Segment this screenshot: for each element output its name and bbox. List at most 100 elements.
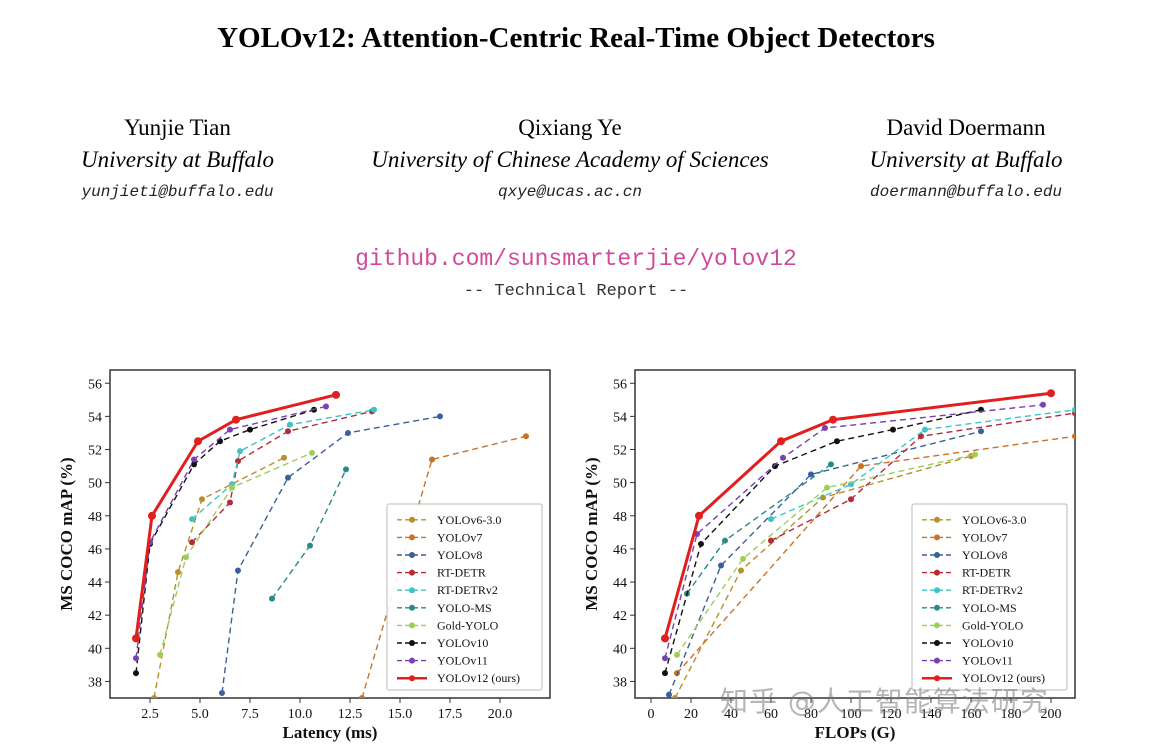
x-tick-label: 10.0 <box>288 707 313 722</box>
legend-label: YOLOv10 <box>437 636 488 650</box>
x-tick-label: 80 <box>804 707 818 722</box>
x-tick-label: 20 <box>684 707 698 722</box>
y-tick-label: 40 <box>613 642 627 657</box>
y-tick-label: 38 <box>613 675 627 690</box>
data-point <box>227 426 233 433</box>
watermark: 知乎 @人工智能算法研究 <box>720 685 1049 718</box>
legend-label: RT-DETRv2 <box>437 583 498 597</box>
data-point <box>345 429 351 436</box>
data-point <box>672 695 678 698</box>
latency-chart: 38 40 42 44 46 48 50 52 54 56 2.5 5.0 7.5 10.0 12.5 15.… <box>57 369 551 742</box>
author-affiliation: University at Buffalo <box>869 147 1063 172</box>
data-point <box>194 437 202 446</box>
data-point <box>371 406 377 413</box>
data-point <box>1072 433 1075 440</box>
technical-report-label: -- Technical Report -- <box>463 282 689 301</box>
series-line <box>191 410 373 543</box>
legend-label: YOLOv11 <box>962 654 1013 668</box>
github-link[interactable]: github.com/sunsmarterjie/yolov12 <box>355 246 797 272</box>
legend-marker <box>409 516 415 523</box>
legend-label: YOLOv7 <box>962 530 1007 544</box>
x-tick-label: 15.0 <box>388 707 413 722</box>
x-tick-label: 140 <box>921 707 942 722</box>
data-point <box>858 463 864 470</box>
data-point <box>808 471 814 478</box>
data-point <box>738 567 744 574</box>
data-point <box>1047 389 1055 398</box>
x-tick-label: 60 <box>764 707 778 722</box>
legend-marker <box>934 622 940 629</box>
legend-label: Gold-YOLO <box>437 618 499 632</box>
y-tick-label: 48 <box>88 510 102 525</box>
legend-label: YOLO-MS <box>437 601 492 615</box>
data-point <box>359 695 365 698</box>
data-point <box>133 670 139 677</box>
data-point <box>922 426 928 433</box>
data-point <box>780 454 786 461</box>
data-point <box>768 537 774 544</box>
data-point <box>287 421 293 428</box>
x-tick-label: 0 <box>648 707 655 722</box>
data-point <box>191 456 197 463</box>
legend-label: RT-DETR <box>962 566 1011 580</box>
x-tick-label: 2.5 <box>141 707 159 722</box>
author-affiliation: University of Chinese Academy of Science… <box>371 147 769 172</box>
x-tick-label: 20.0 <box>488 707 513 722</box>
y-tick-label: 44 <box>88 576 102 591</box>
data-point <box>772 463 778 470</box>
data-point <box>183 554 189 561</box>
y-tick-label: 40 <box>88 642 102 657</box>
paper-title: YOLOv12: Attention-Centric Real-Time Obj… <box>217 22 935 54</box>
legend-marker <box>934 640 940 646</box>
data-point <box>343 466 349 473</box>
data-point <box>722 537 728 544</box>
data-point <box>662 670 668 677</box>
x-tick-label: 12.5 <box>338 707 363 722</box>
y-axis-label: MS COCO mAP (%) <box>57 457 76 610</box>
legend-label: RT-DETR <box>437 566 486 580</box>
data-point <box>829 415 837 424</box>
y-tick-label: 54 <box>613 410 627 425</box>
legend-label: YOLOv8 <box>962 548 1007 562</box>
data-point <box>662 655 668 662</box>
author-affiliation: University at Buffalo <box>81 147 274 172</box>
legend-marker <box>409 622 415 629</box>
data-point <box>698 540 704 547</box>
data-point <box>232 415 240 424</box>
x-tick-label: 180 <box>1001 707 1022 722</box>
legend-marker <box>934 552 940 558</box>
data-point <box>437 413 443 420</box>
author-email[interactable]: yunjieti@buffalo.edu <box>81 183 274 201</box>
data-point <box>972 451 978 458</box>
data-point <box>661 634 669 643</box>
x-axis-label: FLOPs (G) <box>815 723 896 742</box>
series-line <box>664 409 982 674</box>
legend-marker <box>934 569 940 576</box>
author-email[interactable]: doermann@buffalo.edu <box>869 183 1063 201</box>
legend-marker <box>409 675 415 682</box>
data-point <box>740 555 746 562</box>
y-tick-label: 44 <box>613 576 627 591</box>
y-tick-label: 46 <box>613 543 627 558</box>
data-point <box>247 426 253 433</box>
author-email[interactable]: qxye@ucas.ac.cn <box>497 183 643 201</box>
data-point <box>189 516 195 523</box>
flops-chart: 38 40 42 44 46 48 50 52 54 56 0 20 40 60 80 100 120 140 16… <box>582 369 1076 742</box>
legend-label: Gold-YOLO <box>962 618 1024 632</box>
series-line <box>668 430 982 695</box>
series-line <box>361 435 527 698</box>
data-point <box>227 499 233 506</box>
data-point <box>199 496 205 503</box>
legend-label: YOLO-MS <box>962 601 1017 615</box>
series-line <box>159 452 313 656</box>
data-point <box>523 433 529 440</box>
author-block-3: David Doermann University at Buffalo doe… <box>830 112 1102 208</box>
legend-marker <box>934 675 940 682</box>
data-point <box>269 595 275 602</box>
data-point <box>285 428 291 435</box>
legend-marker <box>409 587 415 594</box>
data-point <box>820 494 826 501</box>
series-line <box>676 435 1075 674</box>
series-line <box>221 415 441 694</box>
y-tick-label: 46 <box>88 543 102 558</box>
